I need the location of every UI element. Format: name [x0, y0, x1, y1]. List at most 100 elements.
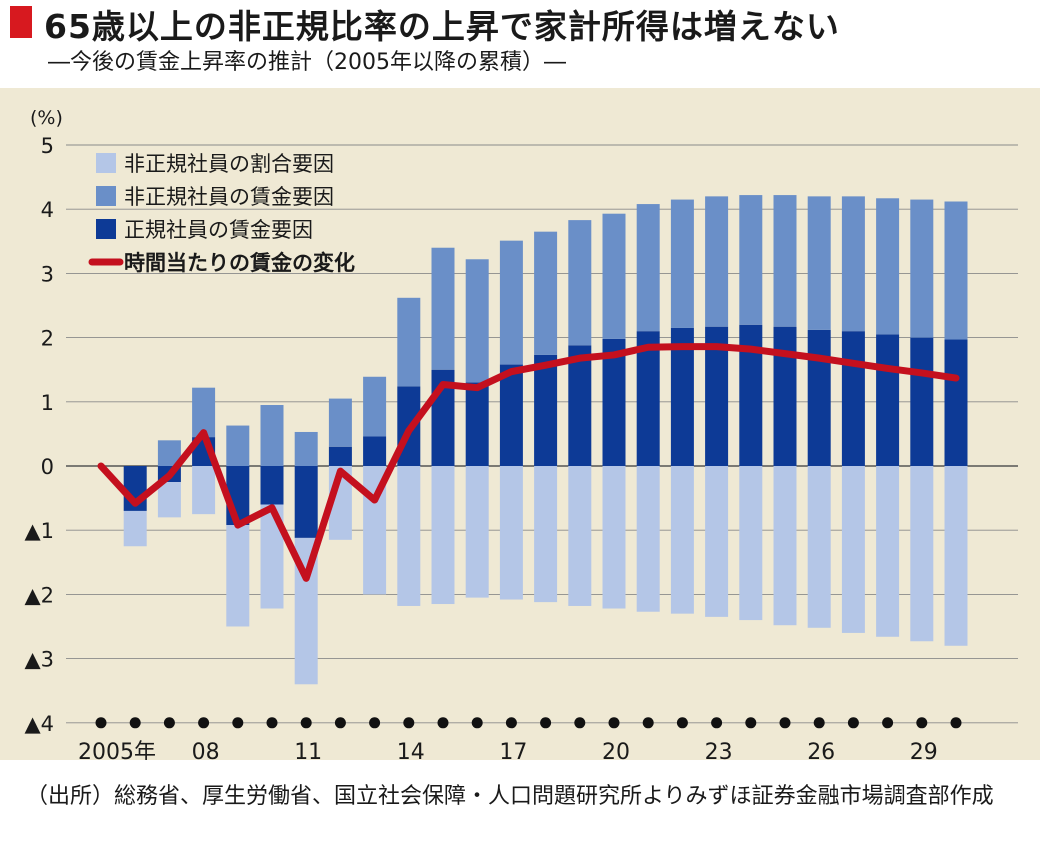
axis-dot: [847, 717, 859, 729]
title-marker: [10, 6, 32, 38]
bar: [226, 425, 250, 466]
y-tick-label: 2: [41, 327, 54, 351]
line-point: [168, 474, 171, 477]
bar: [910, 466, 934, 642]
bar: [670, 199, 694, 328]
line-point: [271, 506, 273, 509]
bar: [260, 405, 284, 466]
bar: [636, 331, 660, 466]
axis-dot: [540, 717, 552, 729]
axis-dot: [813, 717, 825, 729]
bar: [705, 466, 729, 617]
bar: [568, 466, 592, 606]
axis-dot: [300, 717, 312, 729]
source-note: （出所）総務省、厚生労働省、国立社会保障・人口問題研究所よりみずほ証券金融市場調…: [26, 784, 994, 809]
bar: [397, 466, 421, 606]
line-point: [886, 367, 889, 370]
bar: [807, 466, 831, 628]
bar: [363, 436, 387, 466]
bar: [602, 466, 626, 609]
bar: [328, 398, 352, 447]
bar: [670, 466, 694, 614]
chart-title: 65歳以上の非正規比率の上昇で家計所得は増えない: [44, 7, 840, 46]
axis-dot: [437, 717, 449, 729]
line-point: [544, 364, 547, 367]
y-tick-label: ▲3: [24, 648, 54, 672]
legend-swatch: [96, 153, 116, 173]
axis-dot: [266, 717, 278, 729]
bar: [431, 247, 455, 370]
chart-panel: 5 4 3 2 1 0 ▲1 ▲2 ▲3 ▲4 (%) 2005年 08 11 14 17 20 23 26 29 非正…: [0, 88, 1040, 760]
line-point: [749, 348, 752, 351]
line-point: [407, 429, 410, 432]
bar: [773, 466, 797, 626]
x-tick-label: 20: [602, 740, 630, 760]
bar: [328, 446, 352, 466]
y-tick-label: 3: [41, 262, 54, 286]
x-tick-label: 14: [397, 740, 425, 760]
line-point: [339, 470, 342, 473]
bar: [499, 466, 523, 600]
line-point: [920, 371, 923, 374]
axis-dot: [334, 717, 346, 729]
x-tick-label: 29: [910, 740, 938, 760]
legend-swatch: [96, 219, 116, 239]
bar: [739, 324, 763, 466]
line-point: [442, 383, 444, 386]
line-point: [305, 577, 308, 580]
bar: [876, 466, 900, 637]
bar: [192, 387, 216, 438]
axis-dot: [916, 717, 928, 729]
bar: [841, 196, 865, 332]
bar: [944, 201, 968, 340]
bar: [876, 198, 900, 335]
legend-label: 時間当たりの賃金の変化: [124, 251, 355, 275]
line-point: [647, 346, 650, 349]
axis-dot: [608, 717, 620, 729]
y-tick-label: ▲4: [24, 712, 54, 736]
axis-dot: [574, 717, 586, 729]
axis-dot: [403, 717, 415, 729]
bar: [260, 466, 284, 505]
x-tick-label: 17: [499, 740, 527, 760]
bar: [602, 213, 626, 339]
bar: [294, 431, 318, 466]
x-tick-label: 23: [705, 740, 733, 760]
bar: [363, 376, 387, 437]
axis-dot: [745, 717, 757, 729]
bar: [534, 231, 558, 355]
bar: [910, 199, 934, 338]
bar: [568, 345, 592, 466]
bar: [773, 326, 797, 466]
bar: [807, 196, 831, 330]
line-point: [818, 357, 821, 360]
bar: [670, 327, 694, 466]
line-point: [681, 345, 684, 348]
legend-label: 正規社員の賃金要因: [124, 218, 313, 242]
line-point: [578, 357, 581, 360]
line-point: [784, 352, 786, 355]
line-point: [134, 502, 137, 505]
axis-dot: [471, 717, 483, 729]
bar: [705, 196, 729, 327]
axis-dot: [882, 717, 894, 729]
axis-dot: [642, 717, 654, 729]
line-point: [955, 377, 957, 380]
line-point: [613, 353, 615, 356]
bar: [739, 466, 763, 621]
axis-dot: [676, 717, 688, 729]
axis-dot: [95, 717, 107, 729]
bar: [705, 326, 729, 466]
bar: [841, 466, 865, 633]
bar: [157, 440, 181, 466]
bar: [499, 364, 523, 466]
bar: [397, 297, 421, 387]
bar: [226, 525, 250, 627]
axis-dot: [198, 717, 210, 729]
y-tick-label: 4: [41, 198, 54, 222]
legend-label: 非正規社員の賃金要因: [124, 185, 334, 209]
x-tick-label: 08: [192, 740, 220, 760]
bar: [431, 466, 455, 605]
bar: [568, 220, 592, 346]
axis-dot: [711, 717, 723, 729]
